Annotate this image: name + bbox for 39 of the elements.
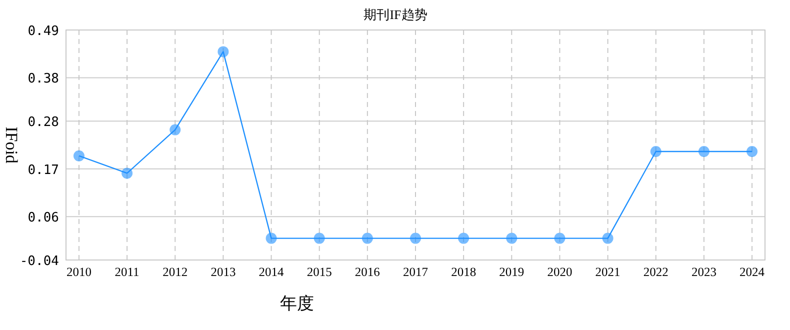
point — [218, 46, 229, 58]
x-tick-label: 2010 — [66, 265, 92, 279]
point — [746, 146, 758, 158]
x-tick-label: 2021 — [595, 265, 620, 279]
x-tick-label: 2019 — [499, 265, 524, 279]
x-tick-label: 2024 — [740, 265, 766, 279]
point — [698, 146, 710, 158]
y-tick-label: -0.04 — [20, 254, 60, 269]
x-tick-label: 2012 — [162, 265, 188, 279]
point — [602, 232, 614, 244]
point — [650, 146, 662, 158]
y-tick-label: 0.17 — [28, 162, 59, 178]
point — [554, 232, 566, 244]
point — [122, 168, 133, 179]
y-axis-title: IFoid — [2, 126, 21, 164]
point — [410, 232, 421, 244]
point — [314, 232, 325, 244]
y-tick-label: 0.28 — [28, 115, 59, 130]
x-tick-label: 2020 — [547, 265, 572, 279]
point — [266, 232, 277, 244]
x-tick-label: 2023 — [691, 265, 716, 279]
point — [506, 232, 518, 244]
x-tick-label: 2018 — [451, 265, 476, 279]
x-tick-label: 2022 — [643, 265, 668, 279]
point — [362, 232, 373, 244]
chart-title: 期刊IF趋势 — [364, 7, 428, 22]
x-tick-label: 2014 — [258, 265, 285, 279]
y-tick-label: 0.06 — [28, 210, 59, 226]
x-tick-label: 2016 — [354, 265, 380, 279]
point — [170, 124, 181, 136]
point — [458, 232, 470, 244]
x-tick-label: 2017 — [403, 265, 428, 279]
y-tick-label: 0.49 — [28, 24, 59, 39]
point — [73, 150, 84, 162]
x-tick-label: 2013 — [210, 265, 236, 279]
y-tick-label: 0.38 — [28, 72, 59, 87]
x-tick-label: 2015 — [306, 265, 332, 279]
x-tick-label: 2011 — [114, 265, 140, 279]
x-axis-title: 年度 — [280, 294, 314, 313]
